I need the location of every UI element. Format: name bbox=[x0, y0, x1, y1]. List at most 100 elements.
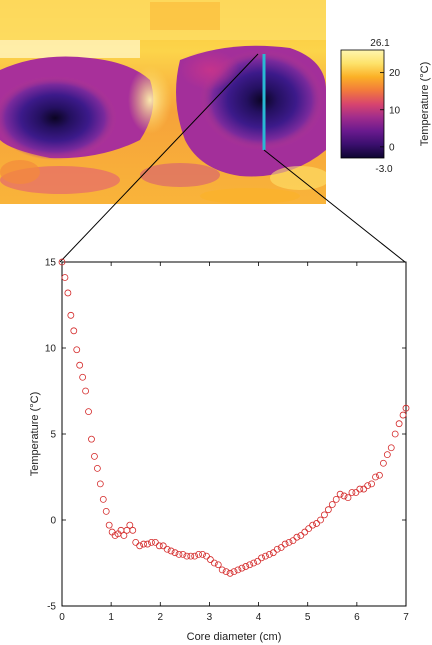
data-point bbox=[58, 258, 66, 266]
zoom-connector-left bbox=[59, 53, 259, 263]
data-point bbox=[195, 551, 203, 558]
data-point bbox=[85, 408, 92, 416]
data-point bbox=[218, 566, 226, 574]
data-point bbox=[313, 520, 320, 527]
data-point bbox=[210, 559, 218, 567]
y-axis-ticks: 15 10 5 0 -5 bbox=[45, 258, 406, 613]
data-point bbox=[105, 521, 113, 529]
data-point bbox=[91, 452, 98, 460]
data-point bbox=[214, 561, 222, 569]
data-point bbox=[391, 430, 399, 438]
colorbar: 26.1 -3.0 20 10 0 Temperature (°C) bbox=[340, 38, 431, 175]
colorbar-gradient bbox=[340, 49, 385, 159]
x-tick-label: 0 bbox=[59, 612, 65, 623]
data-point bbox=[254, 557, 261, 565]
data-point bbox=[136, 542, 144, 550]
colorbar-title: Temperature (°C) bbox=[419, 62, 431, 146]
data-point bbox=[183, 552, 191, 560]
data-point bbox=[129, 526, 137, 534]
data-point bbox=[61, 274, 69, 281]
data-point bbox=[70, 327, 78, 335]
x-axis-ticks: 0 1 2 3 4 5 6 7 bbox=[59, 262, 409, 623]
y-tick-label: 10 bbox=[45, 344, 57, 355]
data-point bbox=[67, 311, 75, 319]
data-point bbox=[187, 552, 195, 560]
data-point bbox=[207, 556, 214, 563]
data-point bbox=[242, 563, 250, 570]
data-point bbox=[360, 485, 368, 493]
data-point bbox=[372, 473, 379, 481]
data-point bbox=[402, 404, 410, 412]
data-point bbox=[93, 464, 101, 472]
data-point bbox=[277, 544, 285, 551]
data-point bbox=[96, 480, 104, 488]
data-point bbox=[155, 542, 163, 550]
data-point bbox=[368, 480, 376, 488]
data-point bbox=[199, 551, 206, 558]
data-point bbox=[79, 373, 87, 381]
x-tick-label: 4 bbox=[256, 612, 262, 623]
data-point bbox=[234, 566, 242, 574]
y-tick-label: 0 bbox=[50, 516, 56, 527]
data-point bbox=[88, 435, 95, 443]
data-point bbox=[356, 485, 364, 493]
data-point bbox=[340, 492, 348, 500]
data-point bbox=[328, 501, 336, 508]
y-tick-label: 5 bbox=[50, 430, 56, 441]
data-point bbox=[379, 459, 387, 467]
x-tick-label: 2 bbox=[158, 612, 164, 623]
colorbar-tick-label: 10 bbox=[389, 105, 401, 116]
data-point bbox=[297, 532, 305, 539]
data-point bbox=[76, 361, 84, 369]
data-point bbox=[250, 559, 258, 567]
colorbar-tick-label: 0 bbox=[389, 142, 395, 153]
data-point bbox=[364, 482, 372, 490]
data-point bbox=[321, 511, 328, 519]
colorbar-min-label: -3.0 bbox=[375, 164, 393, 175]
data-point bbox=[163, 545, 171, 553]
data-point bbox=[332, 495, 340, 503]
data-point bbox=[226, 569, 234, 577]
data-point bbox=[151, 538, 159, 546]
data-point bbox=[222, 568, 230, 575]
data-point bbox=[344, 494, 352, 502]
y-tick-label: -5 bbox=[47, 602, 56, 613]
colorbar-tick-label: 20 bbox=[389, 68, 401, 79]
y-tick-label: 15 bbox=[45, 258, 57, 269]
data-point bbox=[171, 549, 179, 557]
data-point bbox=[99, 495, 107, 503]
data-point bbox=[132, 538, 140, 546]
data-point bbox=[336, 490, 344, 498]
data-point bbox=[262, 552, 269, 560]
data-point bbox=[269, 549, 277, 557]
data-point bbox=[148, 538, 155, 546]
data-point bbox=[238, 564, 246, 572]
plot-frame bbox=[61, 261, 407, 607]
thermal-image bbox=[0, 0, 326, 204]
data-point bbox=[383, 451, 391, 459]
data-point bbox=[301, 528, 309, 536]
data-point bbox=[348, 489, 356, 496]
data-point bbox=[324, 506, 332, 514]
data-point bbox=[191, 552, 199, 560]
data-point bbox=[317, 516, 324, 524]
data-point bbox=[352, 489, 360, 496]
data-points bbox=[58, 258, 410, 577]
data-point bbox=[159, 542, 167, 550]
y-axis-label: Temperature (°C) bbox=[29, 392, 41, 476]
colorbar-max-label: 26.1 bbox=[370, 38, 390, 49]
data-point bbox=[376, 471, 383, 479]
data-point bbox=[144, 540, 151, 548]
data-point bbox=[230, 568, 238, 575]
data-point bbox=[82, 387, 89, 395]
data-point bbox=[126, 521, 134, 529]
data-point bbox=[175, 551, 183, 558]
x-tick-label: 7 bbox=[403, 612, 409, 623]
data-point bbox=[387, 444, 395, 452]
data-point bbox=[179, 551, 187, 558]
x-tick-label: 5 bbox=[305, 612, 311, 623]
data-point bbox=[305, 525, 313, 532]
colorbar-ticks: 20 10 0 bbox=[380, 68, 401, 153]
x-tick-label: 6 bbox=[354, 612, 360, 623]
